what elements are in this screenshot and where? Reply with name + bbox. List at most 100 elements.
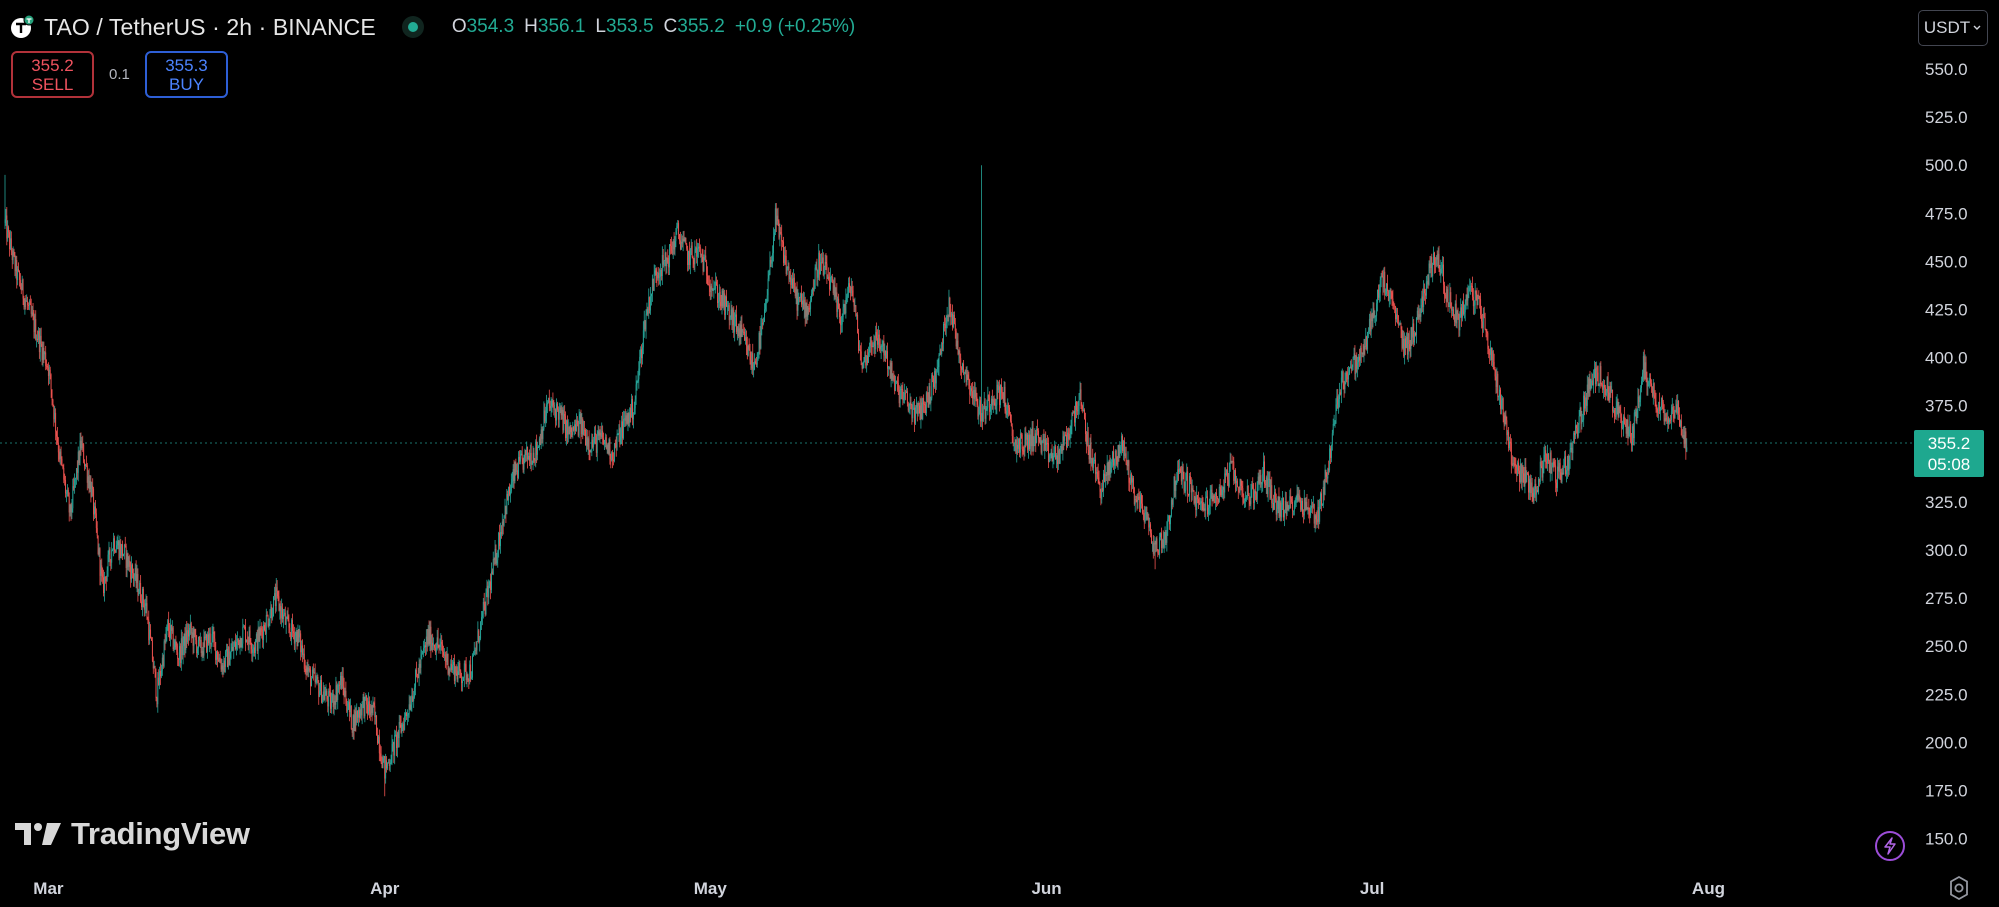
candle: [191, 628, 193, 639]
candle: [570, 424, 572, 439]
candle: [1073, 410, 1075, 414]
candle: [180, 629, 182, 671]
candle: [585, 428, 587, 452]
candle: [198, 636, 199, 656]
candle: [1400, 322, 1402, 339]
candle: [1418, 305, 1420, 320]
candle: [234, 640, 236, 647]
candle: [721, 288, 723, 315]
candle: [217, 650, 218, 668]
candle: [620, 427, 622, 445]
candle: [1331, 429, 1333, 451]
tao-logo-icon[interactable]: [10, 14, 35, 39]
candle: [1668, 416, 1670, 429]
candle: [1641, 376, 1642, 393]
candle: [267, 614, 269, 628]
candle: [439, 638, 441, 651]
candle: [1381, 270, 1383, 278]
candle: [1296, 484, 1298, 503]
candle: [390, 754, 392, 765]
candle: [623, 410, 624, 440]
symbol-title[interactable]: TAO / TetherUS · 2h · BINANCE: [44, 13, 376, 40]
candle: [1434, 257, 1436, 273]
candle: [1567, 454, 1569, 477]
candle: [293, 626, 295, 650]
candle: [1660, 397, 1662, 411]
candle: [851, 280, 853, 297]
candle: [1547, 453, 1549, 464]
candle: [1158, 549, 1160, 556]
candle: [800, 292, 802, 302]
candle: [1200, 498, 1202, 511]
candle: [542, 425, 544, 447]
candle: [956, 332, 958, 350]
candle: [651, 293, 652, 306]
candle: [822, 252, 824, 277]
candle: [1008, 402, 1010, 417]
lightning-icon[interactable]: [1875, 831, 1905, 861]
candle: [1285, 491, 1287, 520]
candle: [48, 364, 50, 384]
candle: [684, 236, 686, 243]
candle: [1330, 444, 1332, 463]
candle: [838, 293, 840, 310]
candle: [246, 631, 248, 646]
tradingview-watermark[interactable]: TradingView: [15, 816, 250, 852]
buy-button[interactable]: 355.3 BUY: [145, 51, 228, 98]
candle: [44, 351, 46, 360]
candle: [1411, 326, 1413, 346]
candle: [1641, 369, 1643, 385]
candle: [1550, 450, 1552, 474]
candle: [917, 400, 919, 417]
gear-icon[interactable]: [1946, 875, 1972, 901]
candle: [1179, 466, 1181, 474]
candle: [432, 633, 434, 653]
candle: [1490, 340, 1491, 361]
candle: [919, 396, 921, 421]
candle: [132, 563, 133, 579]
candle: [1121, 432, 1123, 456]
candle: [913, 401, 915, 410]
candle: [545, 406, 547, 428]
candle: [1358, 348, 1360, 367]
candle: [239, 635, 241, 655]
candle: [1085, 431, 1087, 454]
candle: [521, 446, 523, 465]
candle: [482, 597, 484, 619]
candle: [1470, 280, 1472, 295]
y-tick-label: 550.0: [1925, 60, 1968, 79]
candle: [566, 415, 568, 444]
candle: [1390, 288, 1392, 300]
candle: [667, 249, 669, 264]
candle: [184, 627, 186, 658]
candle: [1658, 401, 1660, 421]
candle: [785, 249, 787, 277]
candle: [520, 450, 522, 456]
candle: [1620, 404, 1622, 424]
candle: [332, 689, 334, 714]
candle: [1527, 472, 1529, 476]
currency-select[interactable]: USDT: [1918, 10, 1988, 46]
candle: [524, 448, 526, 464]
candle: [1423, 280, 1425, 315]
chart-header: TAO / TetherUS · 2h · BINANCE O354.3 H35…: [10, 12, 855, 42]
candle: [1136, 494, 1138, 511]
candle: [428, 620, 430, 646]
candle: [1225, 467, 1227, 483]
candle: [762, 318, 764, 330]
candle: [1566, 455, 1568, 479]
candle: [1343, 380, 1345, 398]
candle: [886, 345, 888, 359]
candle: [980, 396, 982, 427]
candle: [1248, 492, 1250, 511]
candle: [1562, 465, 1564, 475]
candle: [669, 244, 671, 276]
candle: [731, 304, 733, 330]
candle: [681, 235, 683, 248]
candle: [631, 393, 633, 418]
sell-button[interactable]: 355.2 SELL: [11, 51, 94, 98]
candle: [688, 250, 689, 271]
candle: [1191, 479, 1193, 501]
candle: [255, 638, 256, 660]
